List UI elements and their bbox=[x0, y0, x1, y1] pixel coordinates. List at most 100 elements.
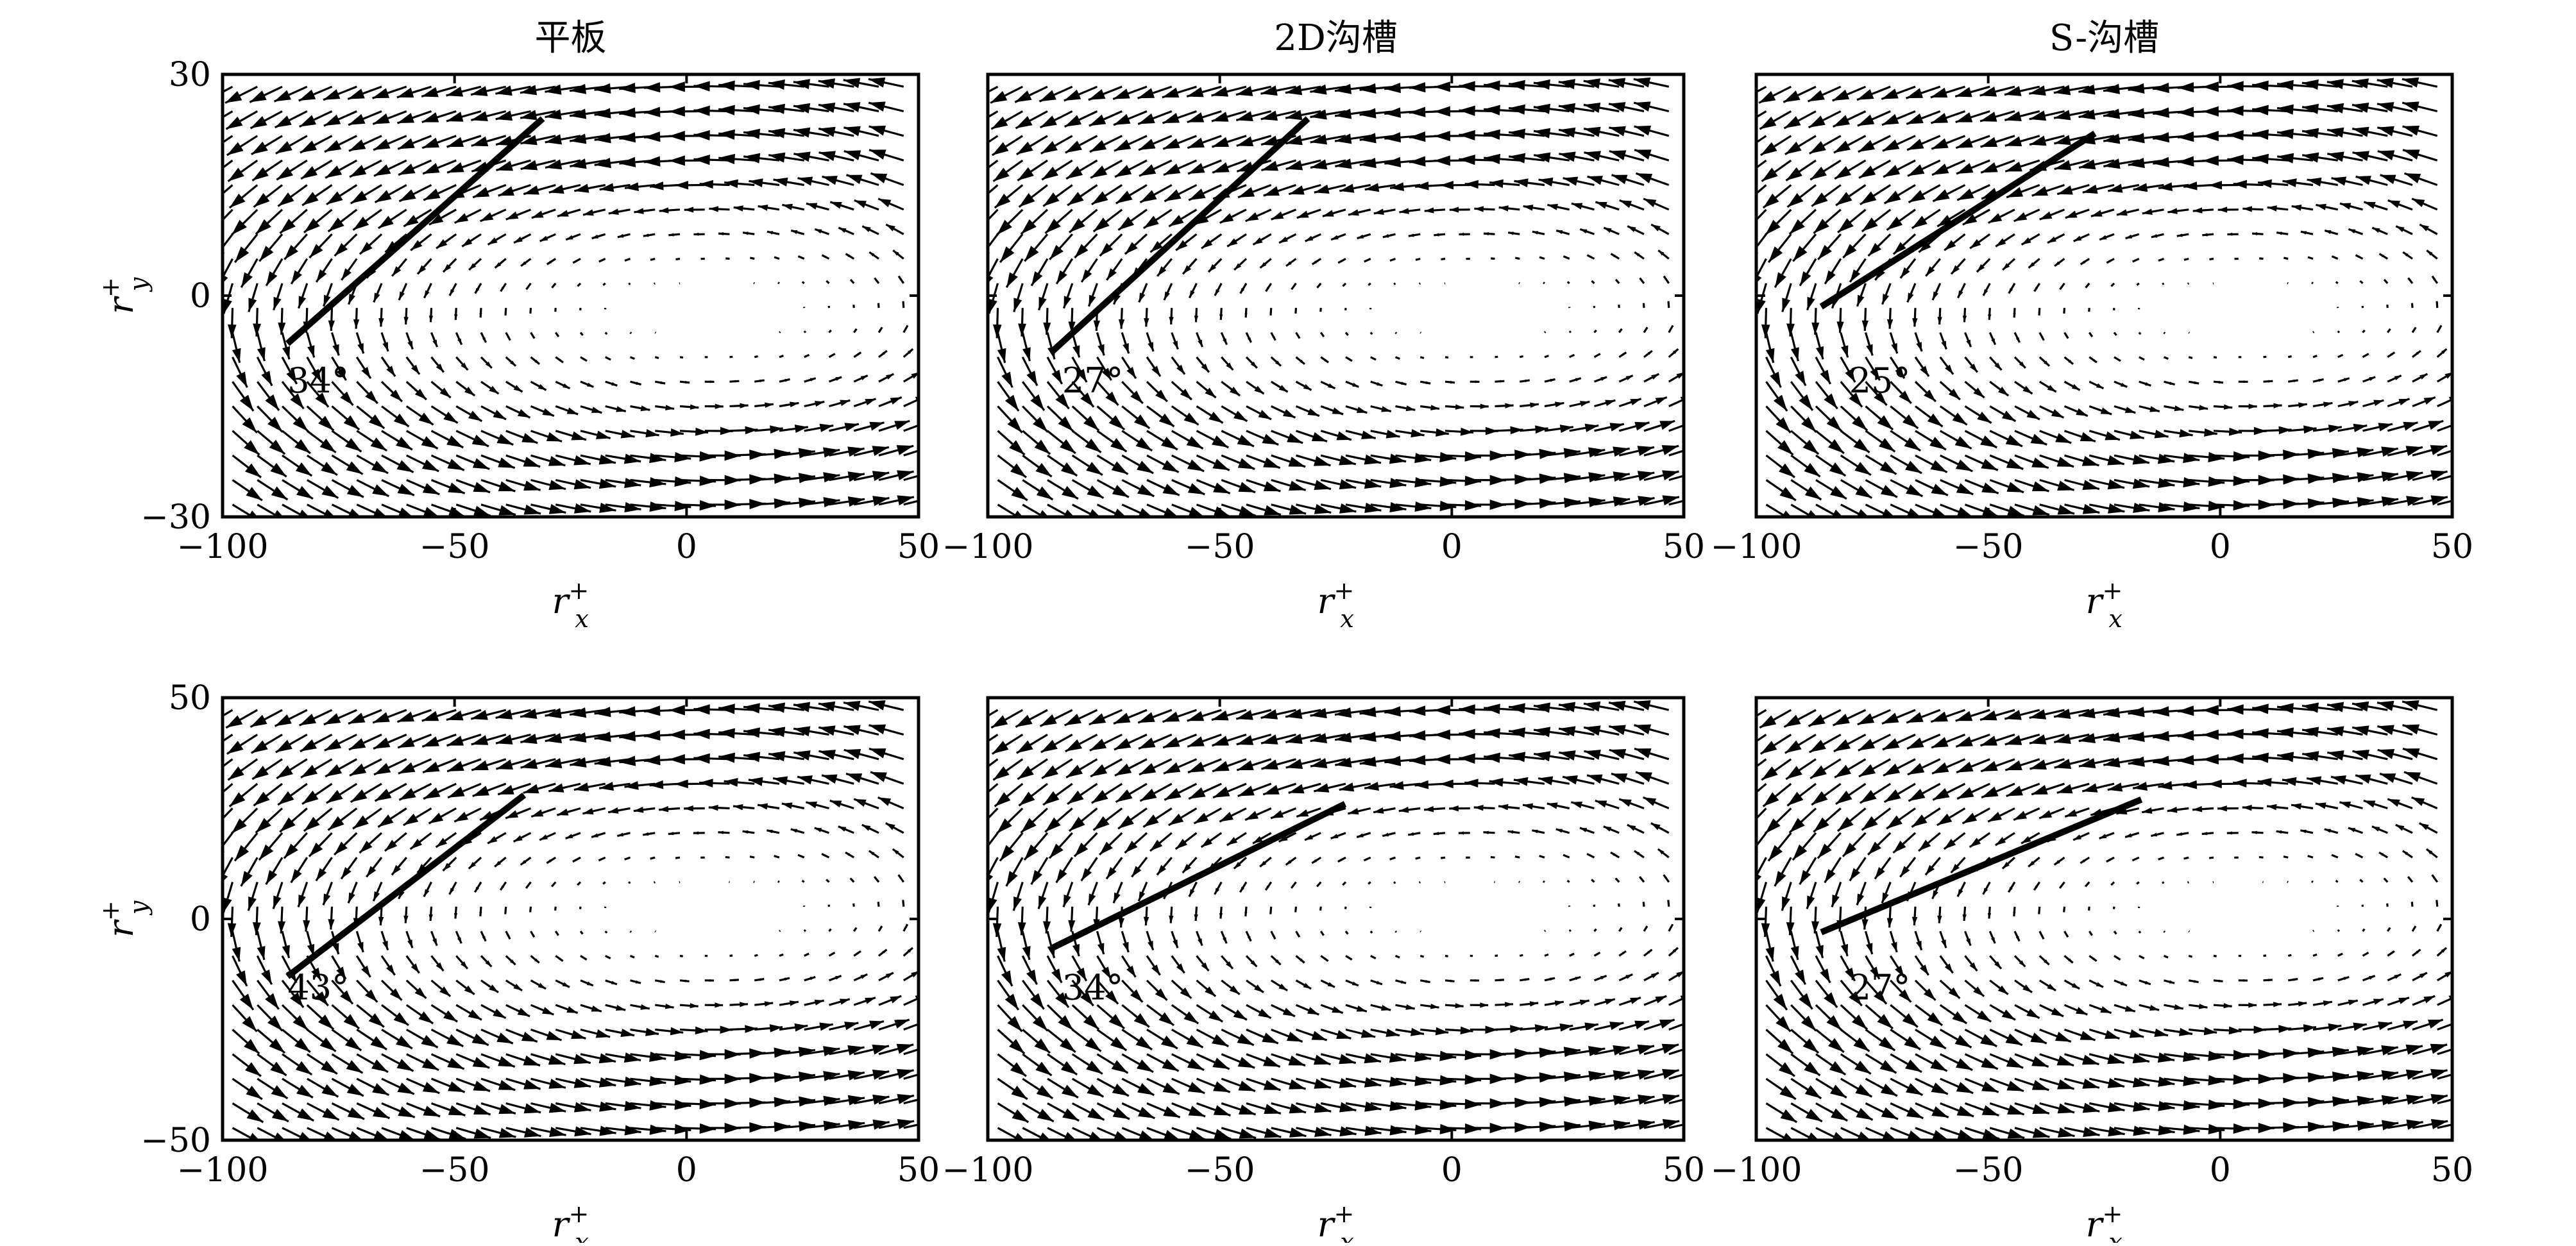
vector-arrowhead bbox=[1085, 1038, 1101, 1052]
vector-arrowhead bbox=[1233, 1009, 1247, 1020]
vector-arrowhead bbox=[1017, 766, 1034, 779]
vector-arrowhead bbox=[375, 190, 392, 202]
vector-arrowhead bbox=[1123, 942, 1128, 952]
vector-arrowhead bbox=[835, 377, 842, 381]
vector-arrowhead bbox=[921, 1043, 938, 1053]
vector-arrowhead bbox=[1981, 482, 1998, 493]
vector-arrowhead bbox=[566, 235, 573, 240]
vector-arrowhead bbox=[1885, 190, 1901, 203]
vector-arrowhead bbox=[1982, 507, 1999, 517]
vector-arrowhead bbox=[674, 1075, 691, 1086]
vector-arrowhead bbox=[1031, 271, 1042, 285]
vector-arrowhead bbox=[1063, 296, 1071, 308]
vector-arrowhead bbox=[1389, 781, 1403, 790]
vector-arrowhead bbox=[371, 1059, 388, 1072]
vector-arrowhead bbox=[715, 1002, 723, 1007]
vector-arrowhead bbox=[241, 272, 253, 287]
vector-arrowhead bbox=[670, 428, 684, 437]
vector-arrowhead bbox=[1092, 790, 1108, 803]
vector-arrowhead bbox=[1439, 476, 1456, 487]
vector-arrowhead bbox=[472, 435, 489, 446]
vector-arrowhead bbox=[1786, 323, 1795, 336]
vector-arrowhead bbox=[693, 106, 709, 116]
vector-arrowhead bbox=[1883, 165, 1900, 177]
vector-arrowhead bbox=[246, 487, 262, 500]
vector-arrowhead bbox=[270, 1062, 286, 1075]
vector-arrowhead bbox=[1761, 142, 1777, 155]
vector-arrowhead bbox=[2208, 452, 2224, 462]
vector-arrowhead bbox=[2103, 108, 2120, 119]
vector-arrowhead bbox=[1066, 765, 1083, 778]
vector-arrowhead bbox=[1956, 460, 1972, 471]
vector-arrowhead bbox=[782, 802, 793, 809]
vector-arrowhead bbox=[599, 782, 614, 791]
vector-arrowhead bbox=[1194, 316, 1198, 322]
vector-arrowhead bbox=[1114, 893, 1121, 904]
vector-arrowhead bbox=[1739, 194, 1754, 209]
vector-arrowhead bbox=[1214, 507, 1231, 517]
vector-arrowhead bbox=[1323, 210, 1334, 216]
vector-arrowhead bbox=[1136, 437, 1153, 451]
x-tick-label: 50 bbox=[2431, 528, 2473, 566]
vector-arrowhead bbox=[240, 395, 253, 411]
vector-arrowhead bbox=[1212, 435, 1228, 448]
vector-arrow bbox=[1791, 505, 1822, 523]
vector-arrowhead bbox=[1115, 165, 1131, 177]
vector-arrowhead bbox=[1348, 209, 1359, 215]
vector-arrowhead bbox=[275, 90, 291, 101]
vector-arrowhead bbox=[1605, 400, 1615, 406]
vector-arrow bbox=[307, 505, 339, 521]
vector-arrowhead bbox=[2203, 131, 2219, 141]
x-tick-label: 0 bbox=[676, 1151, 697, 1190]
vector-arrowhead bbox=[649, 1052, 666, 1062]
vector-arrowhead bbox=[743, 727, 760, 737]
vector-arrowhead bbox=[2076, 408, 2088, 416]
vector-arrowhead bbox=[669, 106, 685, 117]
vector-arrowhead bbox=[370, 1036, 387, 1050]
vector-arrowhead bbox=[353, 816, 369, 829]
vector-arrowhead bbox=[650, 181, 663, 190]
vector-arrowhead bbox=[862, 825, 871, 830]
vector-arrow bbox=[1022, 1128, 1055, 1145]
vector-arrowhead bbox=[1825, 271, 1836, 284]
vector-arrowhead bbox=[1480, 404, 1489, 409]
vector-arrowhead bbox=[1736, 142, 1753, 156]
vector-arrowhead bbox=[1595, 801, 1607, 808]
vector-arrowhead bbox=[878, 797, 891, 805]
vector-arrowhead bbox=[2364, 202, 2375, 209]
vector-arrowhead bbox=[1484, 81, 1500, 91]
vector-arrowhead bbox=[265, 993, 278, 1009]
vector-arrowhead bbox=[835, 976, 842, 980]
vector-arrowhead bbox=[446, 435, 463, 448]
vector-arrowhead bbox=[423, 483, 439, 494]
vector-arrowhead bbox=[1620, 200, 1632, 208]
vector-arrowhead bbox=[1414, 477, 1431, 487]
vector-arrowhead bbox=[988, 897, 997, 912]
vector-arrowhead bbox=[1449, 805, 1459, 811]
vector-arrowhead bbox=[345, 438, 361, 451]
vector-arrowhead bbox=[1335, 84, 1352, 94]
vector-arrow bbox=[233, 1128, 264, 1145]
vector-arrowhead bbox=[1238, 187, 1255, 198]
vector-arrowhead bbox=[1173, 341, 1178, 349]
vector-arrowhead bbox=[1684, 419, 1700, 429]
vector-arrowhead bbox=[203, 142, 219, 156]
vector-arrowhead bbox=[1089, 295, 1096, 307]
vector-arrowhead bbox=[1459, 155, 1475, 165]
vector-arrowhead bbox=[378, 917, 384, 925]
vector-arrowhead bbox=[2151, 234, 2158, 238]
vector-arrowhead bbox=[316, 269, 326, 282]
vector-arrowhead bbox=[1686, 469, 1704, 480]
vector-arrowhead bbox=[328, 321, 335, 331]
vector-arrowhead bbox=[1094, 217, 1110, 232]
vector-arrowhead bbox=[2203, 155, 2219, 165]
vector-arrowhead bbox=[542, 408, 554, 416]
vector-arrowhead bbox=[1019, 193, 1035, 207]
vector-arrow bbox=[968, 735, 998, 755]
vector-arrowhead bbox=[1862, 217, 1878, 232]
vector-arrowhead bbox=[1912, 216, 1928, 228]
vector-arrow bbox=[207, 809, 232, 834]
vector-arrowhead bbox=[1966, 340, 1970, 347]
vector-arrowhead bbox=[1933, 292, 1938, 300]
